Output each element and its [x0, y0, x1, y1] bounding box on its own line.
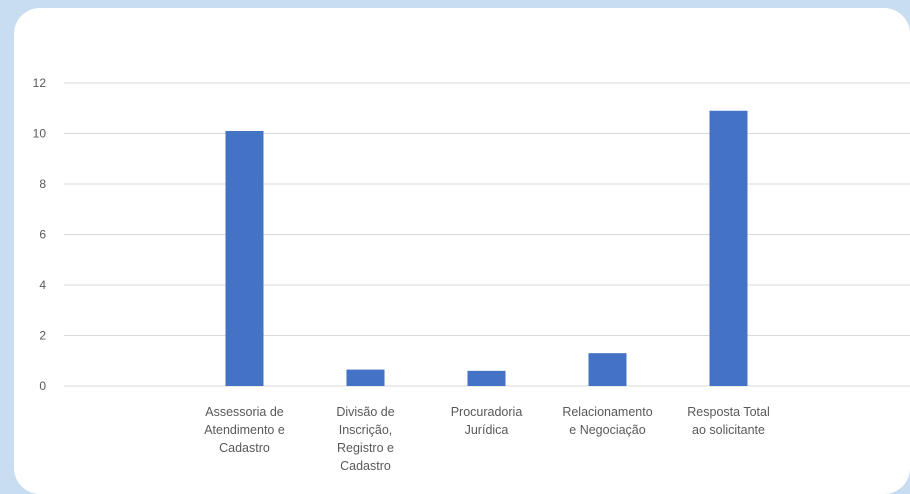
y-tick-label: 2 [39, 329, 46, 343]
chart-card: 0 2 4 6 8 10 12 Assessoria de Atendimento e Cada… [14, 8, 910, 494]
x-category-label: Resposta Total ao solicitante [687, 405, 769, 437]
y-tick-label: 6 [39, 228, 46, 242]
bars [225, 110, 748, 387]
x-category-label: Relacionamento e Negociação [562, 405, 652, 437]
y-tick-label: 4 [39, 278, 46, 292]
x-category-label: Procuradoria Jurídica [451, 405, 523, 437]
x-category-label-line: Registro e [337, 441, 394, 455]
gridlines [64, 82, 910, 387]
x-category-label-line: Atendimento e [204, 423, 285, 437]
y-axis-ticks: 0 2 4 6 8 10 12 [33, 76, 47, 393]
x-axis-labels: Assessoria de Atendimento e CadastroDivisã… [204, 405, 770, 473]
x-category-label-line: Jurídica [465, 423, 509, 437]
x-category-label-line: Inscrição, [339, 423, 393, 437]
x-category-label-line: e Negociação [569, 423, 645, 437]
y-tick-label: 12 [33, 76, 47, 90]
bar [225, 130, 264, 386]
x-category-label-line: Cadastro [219, 441, 270, 455]
x-category-label-line: Divisão de [336, 405, 394, 419]
bar-chart: 0 2 4 6 8 10 12 Assessoria de Atendimento e Cada… [33, 76, 910, 473]
bar [467, 370, 506, 386]
x-category-label-line: Assessoria de [205, 405, 284, 419]
x-category-label-line: Procuradoria [451, 405, 523, 419]
bar [709, 110, 748, 387]
y-tick-label: 8 [39, 177, 46, 191]
x-category-label-line: Cadastro [340, 459, 391, 473]
y-tick-label: 10 [33, 127, 47, 141]
x-category-label: Assessoria de Atendimento e Cadastro [204, 405, 285, 455]
y-tick-label: 0 [39, 379, 46, 393]
bar [588, 353, 627, 386]
x-category-label-line: Resposta Total [687, 405, 769, 419]
bar [346, 369, 385, 386]
x-category-label: Divisão de Inscrição, Registro e Cadastro [336, 405, 394, 473]
x-category-label-line: ao solicitante [692, 423, 765, 437]
x-category-label-line: Relacionamento [562, 405, 652, 419]
